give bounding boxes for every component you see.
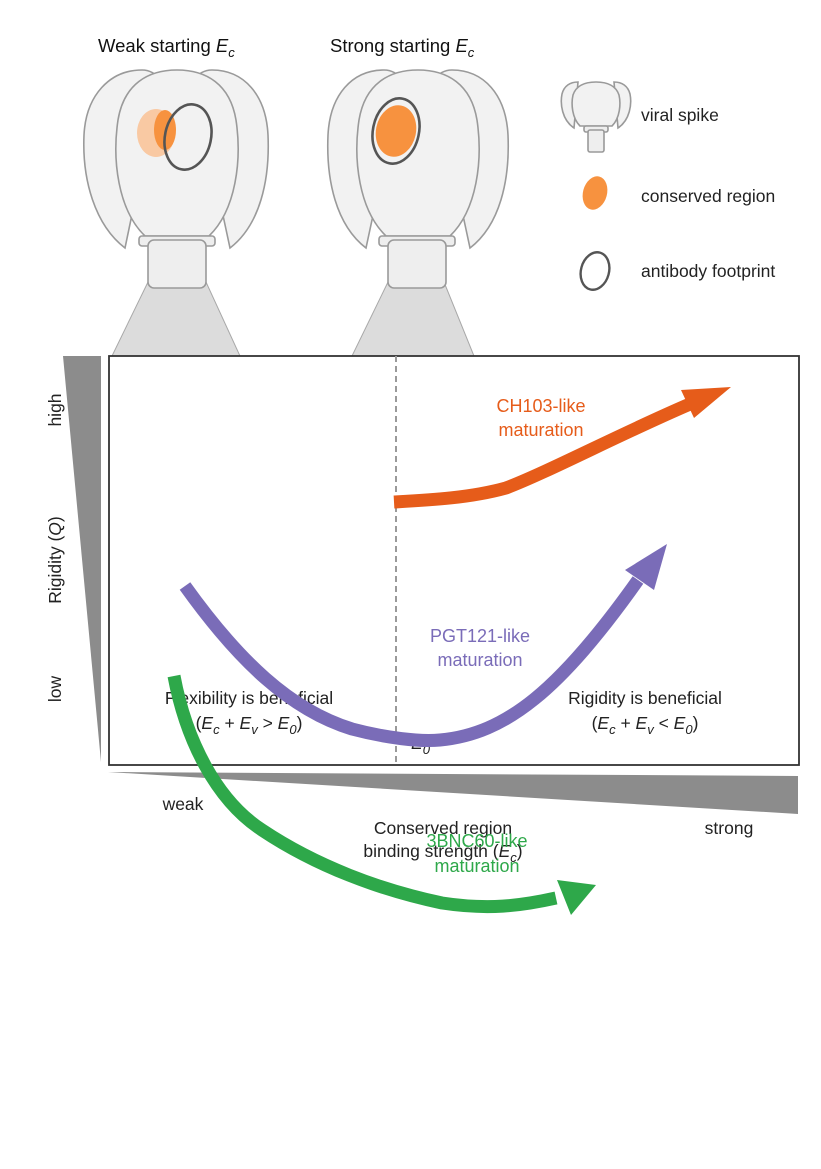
weak-spike [83, 69, 270, 357]
x-axis-gradient-wedge [108, 772, 798, 814]
strong-panel-title: Strong starting Ec [330, 35, 475, 60]
3bnc60-label-suffix: maturation [434, 856, 519, 876]
legend-conserved-label: conserved region [641, 186, 775, 206]
x-axis-strong-label: strong [705, 818, 754, 838]
y-axis-gradient-wedge [63, 356, 101, 762]
antibody-footprint-weak [163, 103, 213, 171]
y-axis-high-label: high [45, 393, 65, 426]
strong-spike-stem [387, 239, 447, 289]
ch103-curve [393, 398, 693, 509]
pgt121-curve [179, 576, 644, 747]
legend: viral spike conserved region antibody fo… [560, 81, 775, 291]
plot-frame [108, 355, 800, 766]
ch103-label: CH103-like [496, 396, 585, 416]
weak-spike-lobe-center [115, 69, 239, 237]
weak-spike-stem [147, 239, 207, 289]
ch103-arrowhead [681, 387, 731, 418]
region-left-formula: (Ec + Ev > E0) [196, 713, 303, 737]
conserved-region-strong [375, 105, 417, 157]
legend-conserved-icon [582, 176, 608, 210]
3bnc60-label: 3BNC60-like [426, 831, 527, 851]
strong-spike-base [351, 281, 475, 357]
x-axis-weak-label: weak [162, 794, 204, 814]
strong-spike [326, 69, 510, 357]
x-axis-title-line1: Conserved region [374, 818, 512, 838]
weak-spike-base [111, 281, 241, 357]
3bnc60-curve [167, 674, 558, 914]
weak-panel-title: Weak starting Ec [98, 35, 235, 60]
region-right-formula: (Ec + Ev < E0) [592, 713, 699, 737]
legend-footprint-icon [579, 251, 611, 291]
legend-footprint-label: antibody footprint [641, 261, 775, 281]
x-axis-title-line2: binding strength (Ec) [363, 841, 522, 865]
y-axis-low-label: low [45, 676, 65, 703]
pgt121-label-suffix: maturation [437, 650, 522, 670]
antibody-footprint-strong [371, 97, 421, 165]
y-axis-title: Rigidity (Q) [45, 516, 65, 604]
legend-spike-label: viral spike [641, 105, 719, 125]
region-right-title: Rigidity is beneficial [568, 688, 722, 708]
ch103-label-suffix: maturation [498, 420, 583, 440]
pgt121-arrowhead [625, 544, 667, 590]
legend-spike-icon [560, 81, 632, 153]
3bnc60-arrowhead [557, 880, 596, 915]
pgt121-label: PGT121-like [430, 626, 530, 646]
